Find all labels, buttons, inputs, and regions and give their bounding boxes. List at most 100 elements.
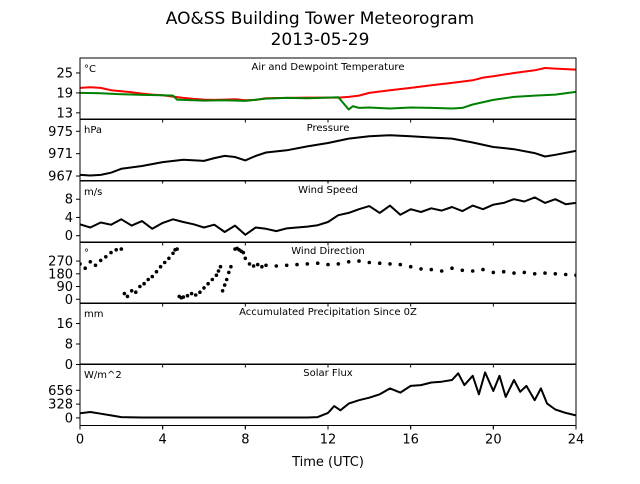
panel-3-ytick-label: 4	[65, 211, 73, 226]
panel-4-point	[129, 289, 134, 293]
panel-4-point	[532, 272, 537, 276]
panel-4-point	[104, 254, 108, 259]
panel-4-point	[216, 269, 221, 273]
panel-4-point	[460, 268, 465, 273]
panel-4-point	[553, 272, 558, 276]
panel-2: 967 971 975 hPa Pressure	[48, 118, 577, 185]
x-tick-label: 20	[485, 433, 502, 448]
panel-5: 0 8 16 mm Accumulated Precipitation Since 0Z	[56, 302, 577, 373]
panel-4-point	[522, 270, 527, 275]
panel-4-point	[138, 284, 142, 289]
panel-3-title: Wind Speed	[298, 185, 358, 196]
x-tick-label: 8	[241, 433, 249, 448]
panel-4-point	[224, 277, 229, 282]
panel-4-point	[563, 272, 568, 277]
x-tick-label: 24	[568, 433, 585, 448]
panel-4-ytick-label: 180	[48, 267, 73, 282]
panel-2-ytick-label: 971	[48, 147, 73, 162]
panel-4-point	[274, 264, 279, 268]
panel-4-point	[220, 289, 225, 293]
panel-4-point	[171, 251, 175, 256]
x-tick-label: 0	[76, 433, 84, 448]
panel-4-point	[326, 262, 330, 267]
panel-4-point	[284, 263, 289, 268]
panel-3-ytick-label: 8	[65, 193, 73, 208]
panel-4-point	[222, 283, 227, 287]
panel-4-point	[162, 260, 167, 265]
panel-4-point	[260, 264, 264, 269]
x-tick-label: 16	[402, 433, 419, 448]
panel-4-title: Wind Direction	[291, 246, 365, 257]
panel-6-ytick-label: 0	[65, 411, 73, 426]
panel-4-point	[264, 263, 268, 268]
panel-4-point	[470, 269, 475, 273]
panel-1-ytick-label: 25	[56, 66, 73, 81]
panel-4-point	[109, 250, 113, 255]
panel-1-unit-label: °C	[84, 64, 96, 75]
panel-4-point	[251, 264, 256, 268]
panel-4-point	[154, 269, 159, 274]
figure-subtitle: 2013-05-29	[271, 30, 370, 50]
panel-4-point	[122, 291, 127, 296]
panel-5-ytick-label: 16	[56, 317, 73, 332]
panel-3: 0 4 8 m/s Wind Speed	[65, 180, 577, 246]
panel-4-point	[543, 271, 547, 275]
panel-1-ytick-label: 13	[56, 106, 73, 121]
x-axis: 0 4 8 12 16 20 24	[76, 425, 585, 448]
panel-2-series-line-1	[80, 134, 576, 177]
panel-4-point	[227, 270, 231, 275]
panel-4-point	[218, 264, 223, 269]
panel-4-point	[367, 260, 372, 265]
panel-4-unit-label: °	[84, 248, 89, 259]
panel-3-series-line-1	[80, 196, 576, 236]
panel-4-point	[315, 261, 320, 266]
panel-4-point	[229, 264, 233, 269]
panel-4-point	[346, 260, 351, 264]
x-tick-label: 4	[159, 433, 167, 448]
panel-1-series-line-2	[80, 90, 576, 111]
panel-4-point	[83, 266, 87, 271]
panel-2-ytick-label: 975	[48, 125, 73, 140]
panel-4-point	[175, 247, 179, 251]
x-tick-label: 12	[320, 433, 337, 448]
panel-4-point	[134, 290, 138, 295]
panel-4-point	[295, 262, 299, 267]
panel-4-point	[481, 267, 485, 272]
panel-4-ytick-label: 90	[56, 280, 73, 295]
panel-4-point	[336, 262, 341, 266]
panel-4-point	[167, 256, 171, 261]
panel-4-point	[193, 293, 198, 297]
panel-4-point	[210, 277, 215, 282]
panel-4-point	[93, 263, 98, 268]
panel-4-point	[398, 262, 403, 267]
panel-1-ytick-label: 19	[56, 86, 73, 101]
panel-2-unit-label: hPa	[84, 125, 102, 136]
panel-5-ytick-label: 0	[65, 358, 73, 373]
panel-4-point	[501, 269, 506, 274]
panel-6-title: Solar Flux	[303, 368, 353, 379]
panel-4-point	[202, 286, 206, 290]
panel-4-point	[241, 250, 246, 255]
panel-4-point	[181, 295, 186, 299]
x-axis-label: Time (UTC)	[291, 455, 364, 470]
panel-4-point	[98, 258, 103, 263]
panel-4-point	[214, 273, 219, 278]
panel-4-point	[88, 260, 93, 264]
panel-4-ytick-label: 0	[65, 293, 73, 308]
panel-4-point	[357, 259, 361, 263]
panel-4-point	[198, 290, 202, 295]
panel-6-series-line-1	[80, 371, 576, 419]
panel-4-point	[142, 281, 146, 286]
panel-1: 13 19 25 °C Air and Dewpoint Temperature	[56, 57, 577, 123]
panel-4-point	[450, 266, 454, 271]
panel-6-ytick-label: 328	[48, 398, 73, 413]
panel-4-point	[150, 274, 155, 279]
panel-3-ytick-label: 0	[65, 229, 73, 244]
panel-2-title: Pressure	[307, 123, 350, 134]
panel-3-unit-label: m/s	[84, 187, 102, 198]
panel-4-point	[206, 281, 210, 286]
panel-6-ytick-label: 656	[48, 384, 73, 399]
panel-4-point	[377, 261, 382, 266]
